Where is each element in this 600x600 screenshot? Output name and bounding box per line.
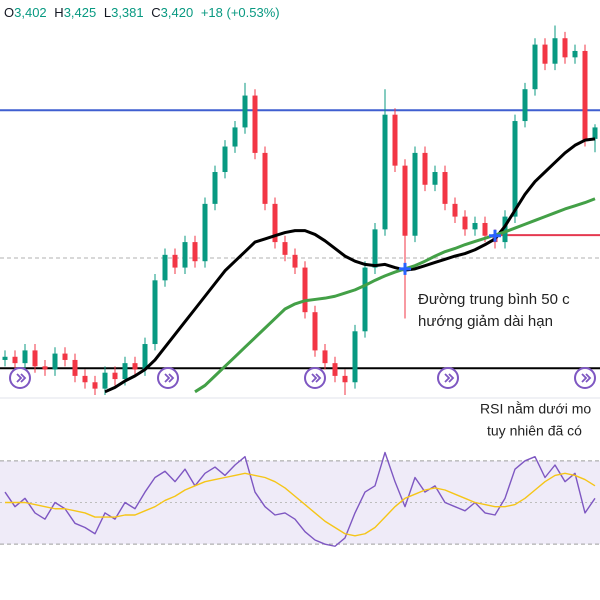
candle-body (322, 350, 328, 364)
candle-body (242, 95, 248, 128)
candle-body (482, 222, 488, 236)
candle-body (212, 172, 218, 204)
candle-body (372, 229, 378, 268)
candle-body (42, 366, 48, 370)
candle-body (122, 363, 128, 380)
header-bg (0, 0, 420, 26)
cross-marker (489, 229, 501, 242)
candle-body (252, 95, 258, 153)
candle-body (562, 38, 568, 58)
candle-body (472, 222, 478, 230)
candle-body (2, 356, 8, 360)
candle-body (342, 375, 348, 383)
ohlc-header: O3,402 H3,425 L3,381 C3,420 +18 (+0.53%) (4, 5, 280, 20)
plot (0, 25, 600, 547)
candle-body (72, 359, 78, 376)
candle-body (392, 114, 398, 166)
candle-body (282, 242, 288, 255)
annotation: Đường trung bình 50 c (418, 291, 570, 308)
event-marker (574, 367, 596, 389)
candle-body (132, 363, 138, 370)
candle-body (62, 353, 68, 360)
candle-body (202, 203, 208, 262)
candle-body (412, 152, 418, 236)
rsi-ma-line (5, 472, 596, 537)
candle-body (352, 331, 358, 383)
candle-body (452, 203, 458, 217)
candle-body (502, 216, 508, 243)
candle-body (232, 127, 238, 147)
candle-body (32, 350, 38, 367)
annotation: tuy nhiên đã có (487, 423, 582, 439)
annotation: hướng giảm dài hạn (418, 313, 553, 330)
event-marker (9, 367, 31, 389)
candle-body (582, 50, 588, 141)
candle-body (462, 216, 468, 230)
candle-body (272, 203, 278, 243)
candle-body (522, 89, 528, 122)
candle-body (312, 312, 318, 351)
candle-body (442, 172, 448, 204)
candle-body (362, 267, 368, 332)
candle-body (12, 356, 18, 364)
candle-body (22, 350, 28, 364)
candle-body (332, 363, 338, 376)
candle-body (542, 44, 548, 64)
candle-body (262, 152, 268, 204)
event-marker (157, 367, 179, 389)
annotation: RSI nằm dưới mo (480, 401, 591, 417)
candle-body (432, 172, 438, 185)
candle-body (382, 114, 388, 230)
event-markers (9, 367, 596, 389)
candle-body (512, 121, 518, 217)
candle-body (112, 372, 118, 380)
candle-body (302, 267, 308, 313)
candle-body (552, 38, 558, 64)
candle-body (572, 50, 578, 58)
cross-marker (399, 262, 411, 275)
candle-body (92, 382, 98, 389)
candle-body (142, 344, 148, 370)
moving-average (104, 137, 596, 394)
candle-body (222, 146, 228, 173)
candle-body (292, 254, 298, 268)
candle-body (192, 242, 198, 262)
event-marker (437, 367, 459, 389)
candle-body (402, 165, 408, 236)
candle-body (152, 280, 158, 345)
candle-body (102, 372, 108, 389)
candle-body (172, 254, 178, 268)
event-marker (304, 367, 326, 389)
moving-average (194, 197, 596, 394)
candle-body (82, 375, 88, 383)
annotation-bg (412, 284, 600, 334)
candle-body (532, 44, 538, 90)
candle-body (162, 254, 168, 281)
candle-body (422, 152, 428, 185)
candle-body (592, 127, 598, 139)
candle-body (52, 353, 58, 370)
candle-body (182, 242, 188, 268)
